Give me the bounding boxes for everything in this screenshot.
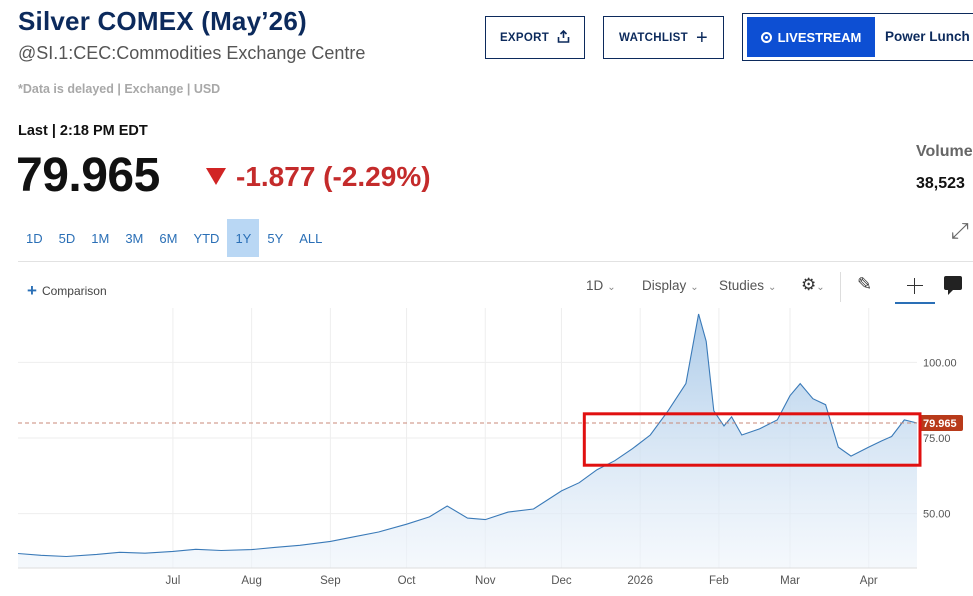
x-tick-label: Jul bbox=[166, 575, 181, 587]
expand-icon[interactable]: ⤢ bbox=[951, 218, 969, 243]
watchlist-button[interactable]: WATCHLIST + bbox=[603, 16, 724, 59]
plus-icon: + bbox=[27, 281, 37, 300]
live-dot-icon bbox=[760, 31, 772, 43]
livestream-button[interactable]: LIVESTREAM bbox=[747, 17, 875, 57]
gear-icon[interactable]: ⚙⌄ bbox=[801, 275, 825, 294]
range-5y[interactable]: 5Y bbox=[267, 230, 284, 246]
interval-dropdown[interactable]: 1D ⌄ bbox=[586, 278, 616, 293]
share-icon bbox=[557, 29, 570, 46]
display-label: Display bbox=[642, 278, 687, 293]
range-selector: 1D 5D 1M 3M 6M YTD 1Y 5Y ALL bbox=[18, 219, 330, 257]
price-area-fill bbox=[18, 314, 917, 568]
range-1d[interactable]: 1D bbox=[26, 230, 43, 246]
volume-label: Volume bbox=[916, 143, 973, 160]
livestream-label: LIVESTREAM bbox=[777, 29, 862, 45]
toolbar-divider bbox=[840, 272, 841, 302]
studies-dropdown[interactable]: Studies ⌄ bbox=[719, 278, 776, 293]
range-1m[interactable]: 1M bbox=[91, 230, 110, 246]
last-price-tag-label: 79.965 bbox=[923, 418, 957, 430]
x-tick-label: 2026 bbox=[627, 575, 653, 587]
page-title: Silver COMEX (May’26) bbox=[18, 6, 307, 36]
x-tick-label: Oct bbox=[398, 575, 417, 587]
down-arrow-icon bbox=[206, 168, 226, 185]
y-axis: 50.00 75.00 100.00 bbox=[923, 357, 957, 520]
price-change: -1.877 (-2.29%) bbox=[236, 161, 431, 192]
x-tick-label: Sep bbox=[320, 575, 340, 587]
x-tick-label: Dec bbox=[551, 575, 572, 587]
price-chart[interactable]: 50.00 75.00 100.00 Jul Aug Sep Oct Nov Dec 2026 F… bbox=[0, 300, 973, 596]
last-price-tag: 79.965 bbox=[919, 414, 963, 431]
crosshair-icon[interactable] bbox=[895, 270, 935, 304]
volume-value: 38,523 bbox=[916, 175, 965, 192]
x-tick-label: Apr bbox=[860, 575, 878, 587]
comment-icon[interactable] bbox=[944, 276, 962, 295]
price-line bbox=[17, 313, 918, 558]
chevron-down-icon: ⌄ bbox=[768, 282, 777, 293]
chevron-down-icon: ⌄ bbox=[690, 282, 699, 293]
livestream-show-name[interactable]: Power Lunch bbox=[885, 29, 970, 44]
display-dropdown[interactable]: Display ⌄ bbox=[642, 278, 699, 293]
x-tick-label: Mar bbox=[780, 575, 800, 587]
range-6m[interactable]: 6M bbox=[159, 230, 178, 246]
comparison-label: Comparison bbox=[41, 283, 107, 298]
y-tick-label: 75.00 bbox=[923, 433, 951, 445]
x-tick-label: Nov bbox=[475, 575, 496, 587]
section-divider bbox=[18, 261, 973, 262]
chevron-down-icon: ⌄ bbox=[607, 282, 616, 293]
x-tick-label: Feb bbox=[709, 575, 729, 587]
range-ytd[interactable]: YTD bbox=[193, 230, 220, 246]
last-price: 79.965 bbox=[16, 149, 160, 202]
livestream-panel: LIVESTREAM Power Lunch bbox=[742, 13, 973, 61]
exchange-subtitle: @SI.1:CEC:Commodities Exchange Centre bbox=[18, 43, 366, 63]
y-tick-label: 50.00 bbox=[923, 509, 951, 521]
range-1y[interactable]: 1Y bbox=[227, 219, 260, 257]
plus-icon: + bbox=[695, 26, 708, 49]
last-trade-time: Last | 2:18 PM EDT bbox=[18, 123, 148, 139]
studies-label: Studies bbox=[719, 278, 765, 293]
interval-label: 1D bbox=[586, 278, 604, 293]
last-price-tag-background bbox=[919, 414, 963, 431]
export-button[interactable]: EXPORT bbox=[485, 16, 585, 59]
y-tick-label: 100.00 bbox=[923, 357, 957, 369]
watchlist-label: WATCHLIST bbox=[619, 31, 688, 44]
highlight-annotation-box bbox=[582, 412, 922, 467]
x-tick-label: Aug bbox=[241, 575, 261, 587]
range-3m[interactable]: 3M bbox=[125, 230, 144, 246]
comparison-button[interactable]: + Comparison bbox=[27, 282, 107, 299]
export-label: EXPORT bbox=[499, 31, 550, 44]
range-5d[interactable]: 5D bbox=[58, 230, 76, 246]
x-axis: Jul Aug Sep Oct Nov Dec 2026 Feb Mar Apr bbox=[18, 567, 917, 587]
pencil-icon[interactable]: ✎ bbox=[857, 274, 873, 294]
delay-note: *Data is delayed | Exchange | USD bbox=[18, 82, 221, 96]
range-all[interactable]: ALL bbox=[299, 230, 323, 246]
